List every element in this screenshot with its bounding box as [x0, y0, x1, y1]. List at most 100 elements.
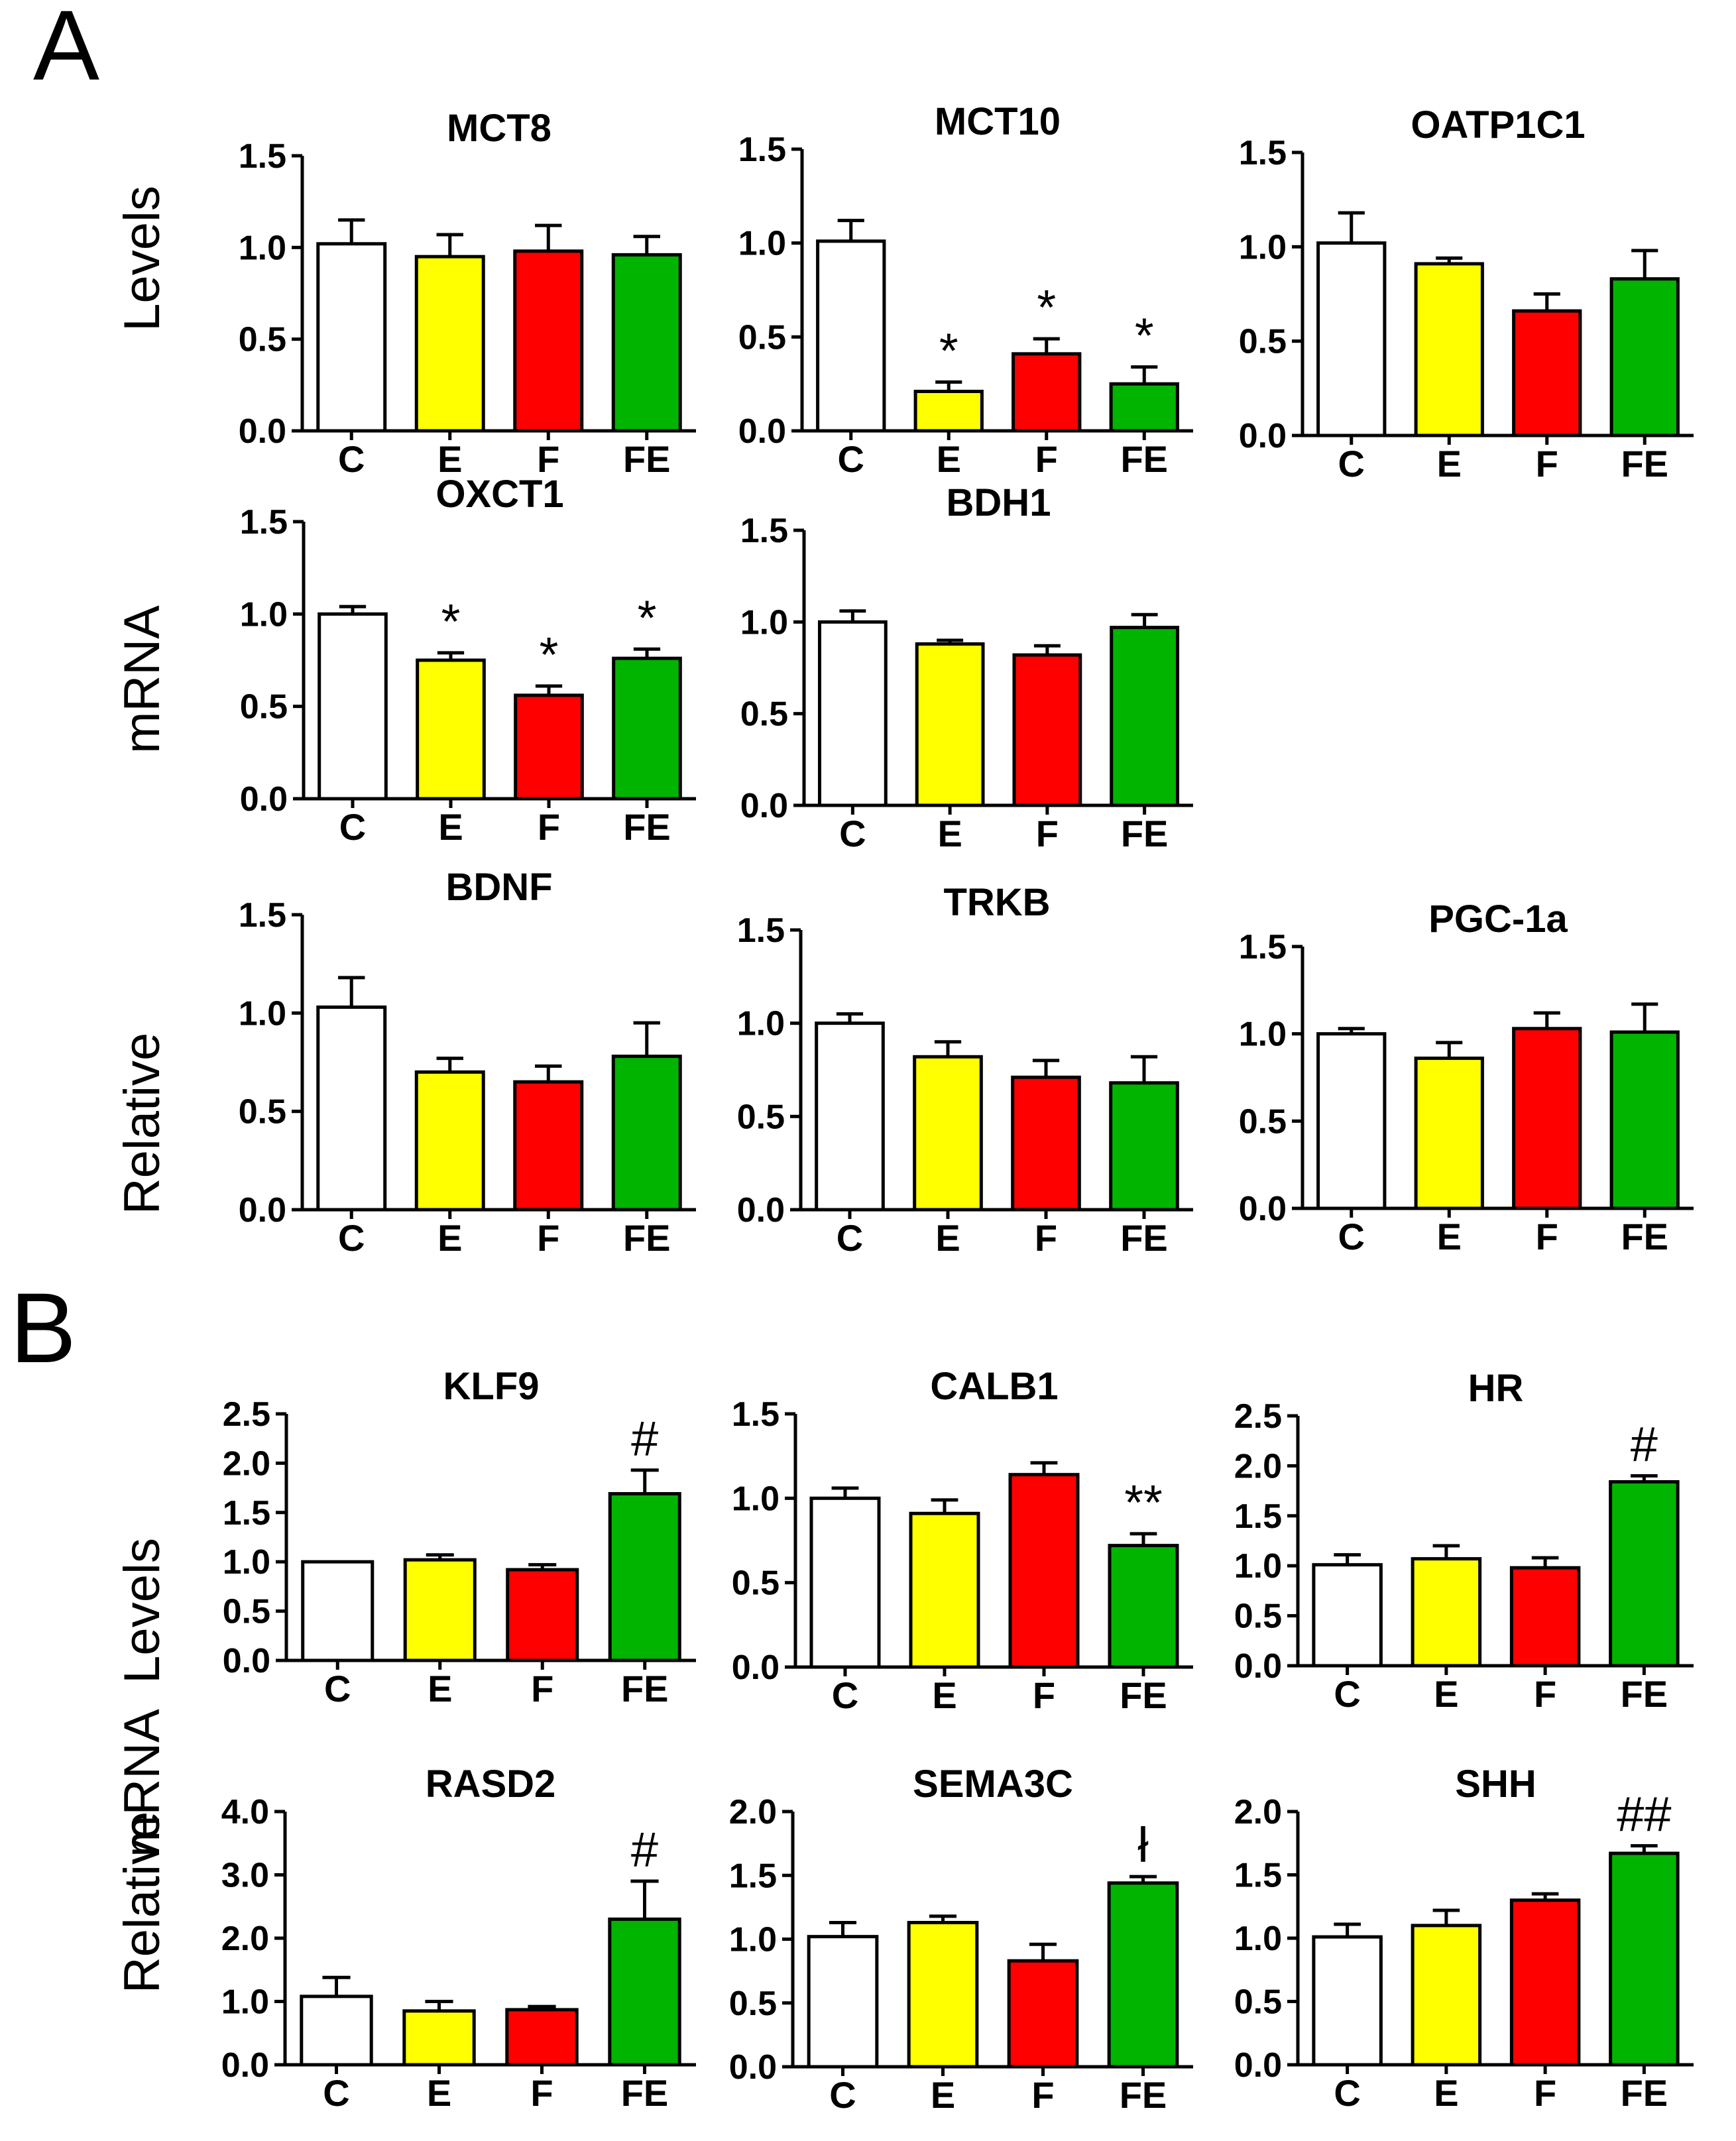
bar-c — [807, 1935, 879, 2069]
bar-f — [505, 2008, 579, 2067]
bar-c — [809, 1496, 881, 1669]
y-tick-label: 0.5 — [1234, 1983, 1282, 2022]
category-label: C — [1338, 1216, 1365, 1257]
category-label: F — [537, 1217, 559, 1259]
chart-title: BDH1 — [947, 481, 1051, 524]
bar-fe — [608, 1492, 681, 1662]
bar-fe — [612, 656, 682, 801]
category-label: FE — [1120, 438, 1168, 480]
category-label: E — [1437, 443, 1462, 485]
bar-e — [907, 1920, 979, 2069]
bar-f — [1008, 1473, 1080, 1669]
y-tick-label: 1.5 — [1234, 1497, 1282, 1536]
significance-marker: # — [631, 1411, 658, 1466]
category-label: C — [338, 438, 365, 480]
bar-fe — [611, 1055, 682, 1212]
category-label: E — [935, 1217, 960, 1259]
chart-trkb: TRKB C E F FE 0.0 0.5 1.0 1.5 — [737, 881, 1193, 1259]
bar-c — [817, 620, 888, 807]
category-label: C — [832, 1674, 858, 1716]
bar-e — [403, 1558, 477, 1662]
bar-fe — [1109, 382, 1179, 433]
category-label: F — [1035, 438, 1058, 480]
y-tick-label: 0.5 — [1234, 1597, 1282, 1636]
category-label: F — [1534, 2072, 1556, 2114]
bar-e — [913, 1055, 983, 1212]
chart-shh: SHH C E F ## FE 0.0 0.5 1.0 1.5 2.0 — [1234, 1763, 1694, 2114]
y-tick-label: 1.0 — [732, 1479, 780, 1518]
chart-title: MCT10 — [935, 100, 1061, 143]
significance-marker: * — [540, 627, 559, 682]
bar-e — [1411, 1924, 1482, 2067]
bar-c — [301, 1560, 375, 1662]
significance-marker: # — [631, 1822, 658, 1877]
category-label: F — [1536, 1216, 1558, 1257]
chart-bdh1: BDH1 C E F FE 0.0 0.5 1.0 1.5 — [740, 481, 1193, 854]
bar-e — [414, 255, 485, 433]
category-label: E — [1434, 1673, 1458, 1715]
bar-c — [300, 1995, 373, 2067]
category-label: E — [1437, 1216, 1462, 1257]
y-tick-label: 1.5 — [1234, 1857, 1282, 1895]
category-label: C — [839, 813, 866, 854]
bar-f — [1509, 1898, 1581, 2067]
chart-title: SEMA3C — [913, 1763, 1073, 1806]
bar-fe — [1609, 277, 1680, 437]
category-label: FE — [623, 806, 671, 848]
y-tick-label: 2.0 — [223, 1444, 270, 1483]
category-label: C — [837, 1217, 863, 1259]
y-tick-label: 0.0 — [732, 1649, 780, 1687]
y-tick-label: 0.0 — [1239, 1190, 1287, 1228]
category-label: FE — [1621, 1216, 1668, 1257]
y-axis-label-mrna-a: mRNA — [114, 605, 170, 754]
bar-e — [913, 390, 984, 433]
y-tick-label: 1.0 — [1239, 228, 1287, 266]
category-label: C — [339, 806, 366, 848]
y-tick-label: 1.0 — [223, 1543, 270, 1582]
chart-pgc-1a: PGC-1a C E F FE 0.0 0.5 1.0 1.5 — [1239, 897, 1694, 1257]
category-label: C — [338, 1217, 365, 1259]
category-label: FE — [1120, 1674, 1167, 1716]
y-tick-label: 1.0 — [1234, 1920, 1282, 1958]
bar-c — [1316, 1032, 1387, 1210]
category-label: F — [531, 1668, 553, 1709]
significance-marker: # — [1631, 1417, 1658, 1472]
y-tick-label: 0.0 — [738, 412, 786, 451]
bar-fe — [611, 253, 682, 433]
bar-c — [816, 239, 886, 433]
y-tick-label: 2.0 — [729, 1793, 777, 1831]
bar-f — [1512, 309, 1582, 437]
chart-calb1: CALB1 C E F ** FE 0.0 0.5 1.0 1.5 — [732, 1365, 1193, 1716]
bar-f — [1512, 1027, 1582, 1210]
y-tick-label: 1.0 — [740, 603, 788, 642]
category-label: E — [428, 1668, 452, 1709]
y-tick-label: 1.5 — [1239, 134, 1287, 172]
y-tick-label: 1.0 — [221, 1983, 269, 2022]
bar-e — [1414, 262, 1484, 437]
y-tick-label: 1.5 — [1239, 928, 1287, 966]
significance-marker: * — [939, 323, 958, 378]
bar-f — [1007, 1959, 1079, 2069]
category-label: F — [1035, 1217, 1057, 1259]
bar-fe — [1609, 1851, 1680, 2067]
category-label: FE — [623, 1217, 671, 1259]
y-tick-label: 1.0 — [729, 1921, 777, 1959]
bar-fe — [608, 1917, 681, 2067]
bar-c — [1316, 241, 1387, 437]
y-tick-label: 0.5 — [240, 688, 288, 726]
category-label: E — [931, 2074, 955, 2116]
chart-mct8: MCT8 C E F FE 0.0 0.5 1.0 1.5 — [239, 107, 696, 480]
category-label: FE — [621, 2072, 669, 2114]
y-tick-label: 0.5 — [239, 1093, 286, 1131]
category-label: C — [838, 438, 864, 480]
category-label: F — [538, 806, 560, 848]
chart-title: KLF9 — [443, 1365, 540, 1408]
y-tick-label: 0.5 — [1239, 323, 1287, 361]
bar-c — [316, 242, 387, 433]
significance-marker: * — [638, 590, 657, 645]
category-label: FE — [1621, 2072, 1668, 2114]
y-tick-label: 1.0 — [239, 229, 286, 267]
bar-e — [402, 2009, 476, 2067]
significance-marker: * — [1135, 308, 1154, 363]
bar-e — [915, 642, 985, 807]
